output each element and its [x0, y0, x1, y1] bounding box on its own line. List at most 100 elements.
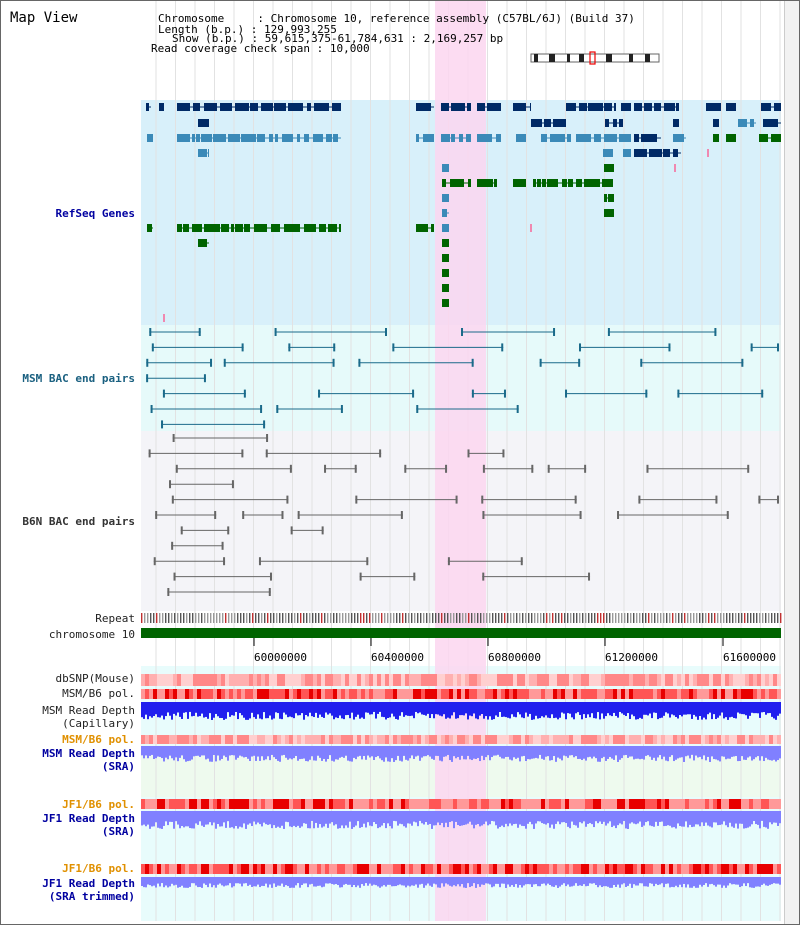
polymorphism-cell	[537, 689, 541, 699]
read-depth-bar	[423, 746, 425, 757]
polymorphism-cell	[461, 864, 465, 874]
read-depth-bar	[205, 811, 207, 825]
polymorphism-cell	[209, 674, 213, 686]
read-depth-bar	[521, 877, 523, 888]
read-depth-bar	[155, 746, 157, 759]
polymorphism-cell	[377, 735, 381, 744]
read-depth-bar	[399, 746, 401, 761]
read-depth-bar	[667, 877, 669, 884]
polymorphism-cell	[777, 735, 781, 744]
polymorphism-cell	[625, 799, 629, 809]
read-depth-bar	[233, 811, 235, 829]
read-depth-bar	[767, 746, 769, 760]
gene-exon	[442, 164, 449, 172]
polymorphism-cell	[201, 689, 205, 699]
read-depth-bar	[523, 746, 525, 756]
read-depth-bar	[477, 746, 479, 758]
read-depth-bar	[401, 702, 403, 713]
repeat-tick	[600, 613, 602, 623]
b6n-bac-pair-end	[531, 464, 534, 473]
read-depth-bar	[327, 702, 329, 715]
polymorphism-cell	[185, 674, 189, 686]
repeat-tick	[447, 613, 449, 623]
read-depth-bar	[225, 702, 227, 719]
polymorphism-cell	[325, 864, 329, 874]
polymorphism-cell	[565, 735, 569, 744]
vertical-scrollbar[interactable]	[784, 1, 799, 924]
read-depth-bar	[649, 811, 651, 826]
polymorphism-cell	[273, 674, 277, 686]
read-depth-bar	[405, 877, 407, 888]
read-depth-bar	[367, 811, 369, 823]
polymorphism-cell	[409, 735, 413, 744]
polymorphism-cell	[649, 689, 653, 699]
polymorphism-cell	[693, 799, 697, 809]
read-depth-bar	[449, 811, 451, 823]
polymorphism-cell	[449, 735, 453, 744]
read-depth-bar	[593, 811, 595, 828]
polymorphism-cell	[693, 674, 697, 686]
gene-exon	[177, 103, 190, 111]
read-depth-bar	[451, 877, 453, 887]
read-depth-bar	[573, 811, 575, 825]
polymorphism-cell	[189, 674, 193, 686]
polymorphism-cell	[745, 689, 749, 699]
polymorphism-cell	[261, 674, 265, 686]
gene-exon	[332, 103, 341, 111]
gene-exon	[271, 224, 280, 232]
polymorphism-cell	[509, 674, 513, 686]
read-depth-bar	[509, 877, 511, 887]
read-depth-bar	[621, 702, 623, 714]
read-depth-bar	[477, 702, 479, 720]
polymorphism-cell	[265, 735, 269, 744]
read-depth-bar	[671, 746, 673, 756]
read-depth-bar	[571, 811, 573, 822]
read-depth-bar	[213, 746, 215, 756]
read-depth-bar	[181, 702, 183, 719]
polymorphism-cell	[249, 864, 253, 874]
polymorphism-cell	[365, 674, 369, 686]
polymorphism-cell	[657, 674, 661, 686]
polymorphism-cell	[421, 735, 425, 744]
gene-exon	[673, 149, 678, 157]
read-depth-bar	[375, 702, 377, 719]
read-depth-bar	[705, 811, 707, 823]
polymorphism-cell	[541, 689, 545, 699]
polymorphism-cell	[397, 674, 401, 686]
polymorphism-cell	[737, 864, 741, 874]
read-depth-bar	[189, 877, 191, 887]
polymorphism-cell	[685, 799, 689, 809]
read-depth-bar	[389, 811, 391, 827]
read-depth-bar	[415, 746, 417, 757]
read-depth-bar	[769, 811, 771, 823]
repeat-tick	[360, 613, 362, 623]
polymorphism-cell	[361, 674, 365, 686]
read-depth-bar	[165, 746, 167, 758]
gene-exon	[619, 134, 631, 142]
repeat-tick	[489, 613, 491, 623]
read-depth-bar	[141, 877, 143, 886]
polymorphism-cell	[621, 689, 625, 699]
polymorphism-cell	[209, 864, 213, 874]
read-depth-bar	[673, 702, 675, 716]
read-depth-bar	[431, 702, 433, 715]
polymorphism-cell	[237, 735, 241, 744]
read-depth-bar	[737, 746, 739, 762]
polymorphism-cell	[217, 689, 221, 699]
read-depth-bar	[619, 702, 621, 712]
read-depth-bar	[275, 877, 277, 887]
read-depth-bar	[369, 702, 371, 715]
repeat-tick	[147, 613, 149, 623]
polymorphism-cell	[253, 799, 257, 809]
read-depth-bar	[293, 702, 295, 719]
read-depth-bar	[329, 811, 331, 824]
b6n-bac-pair-end	[171, 541, 174, 550]
read-depth-bar	[403, 746, 405, 756]
polymorphism-cell	[141, 689, 145, 699]
read-depth-bar	[191, 877, 193, 884]
read-depth-bar	[623, 702, 625, 715]
read-depth-bar	[205, 702, 207, 717]
polymorphism-cell	[729, 735, 733, 744]
polymorphism-cell	[441, 674, 445, 686]
polymorphism-cell	[153, 689, 157, 699]
